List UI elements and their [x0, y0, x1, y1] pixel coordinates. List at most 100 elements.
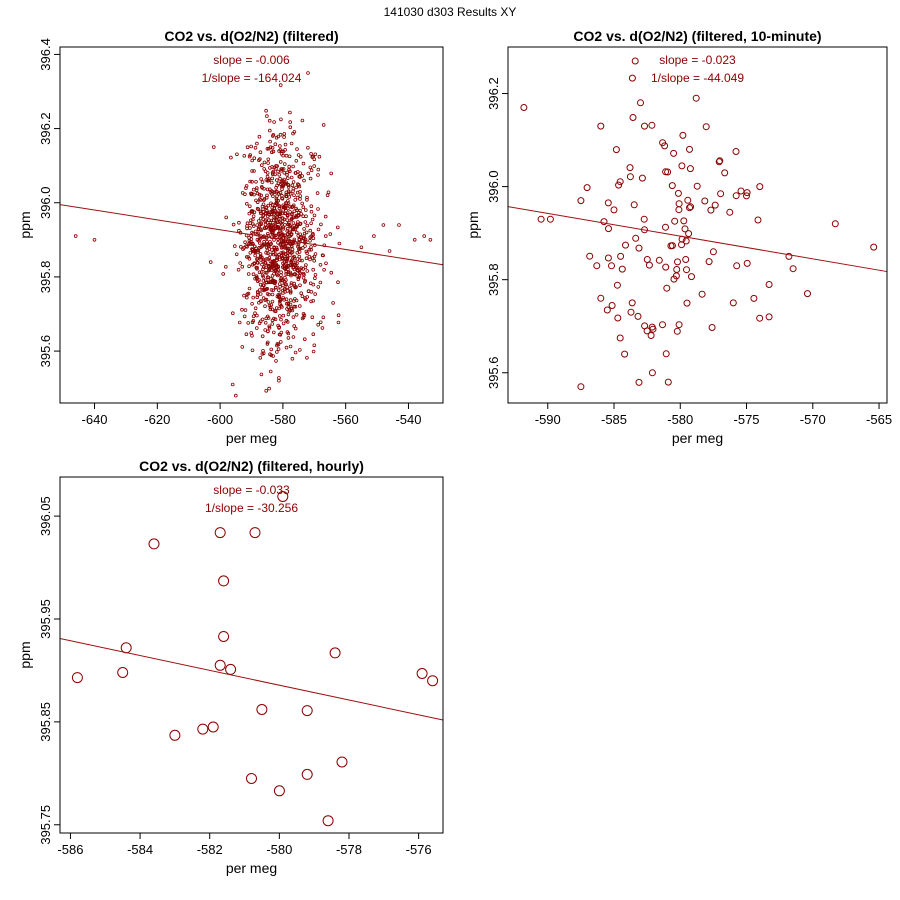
- data-point: [256, 207, 261, 212]
- data-point: [288, 270, 293, 275]
- data-point: [289, 283, 294, 287]
- panel-filtered: CO2 vs. d(O2/N2) (filtered) slope = -0.0…: [17, 28, 444, 446]
- data-point: [263, 169, 268, 174]
- data-point: [265, 342, 270, 346]
- data-point: [292, 193, 296, 198]
- data-point: [276, 347, 281, 351]
- data-point: [252, 261, 257, 266]
- data-point: [294, 185, 298, 190]
- data-point: [294, 206, 298, 211]
- x-tick-label: -570: [800, 412, 826, 427]
- data-point: [286, 301, 291, 306]
- data-point: [295, 224, 299, 229]
- data-point: [254, 186, 259, 190]
- data-point: [600, 218, 608, 226]
- data-point: [303, 244, 307, 248]
- data-point: [251, 224, 256, 228]
- data-point: [263, 222, 268, 227]
- data-point: [247, 286, 252, 291]
- data-point: [316, 285, 321, 289]
- data-point: [279, 234, 283, 238]
- data-point: [262, 160, 267, 165]
- data-point: [698, 290, 706, 298]
- data-point: [197, 723, 209, 735]
- data-points: [73, 71, 433, 398]
- data-point: [318, 320, 323, 325]
- data-point: [645, 261, 653, 269]
- data-point: [604, 199, 612, 207]
- data-point: [284, 241, 289, 246]
- data-point: [254, 188, 259, 193]
- data-point: [662, 263, 670, 271]
- x-axis-label: per meg: [672, 430, 723, 446]
- data-point: [288, 286, 292, 291]
- data-point: [92, 238, 97, 242]
- data-point: [323, 214, 328, 219]
- data-point: [245, 224, 249, 228]
- data-point: [283, 148, 287, 152]
- data-point: [681, 225, 689, 233]
- data-point: [248, 204, 252, 209]
- data-point: [337, 241, 342, 246]
- data-point: [274, 258, 279, 263]
- data-point: [659, 321, 666, 329]
- data-point: [304, 263, 308, 267]
- data-point: [732, 148, 740, 155]
- data-point: [707, 206, 715, 214]
- data-point: [275, 211, 279, 216]
- data-point: [308, 165, 313, 170]
- data-point: [284, 272, 288, 276]
- data-point: [715, 158, 723, 166]
- x-tick-label: -640: [82, 412, 108, 427]
- data-point: [250, 348, 255, 353]
- data-point: [265, 187, 270, 192]
- data-point: [304, 214, 308, 219]
- data-point: [260, 180, 265, 184]
- data-point: [248, 226, 252, 230]
- data-point: [238, 261, 243, 265]
- data-point: [316, 322, 321, 327]
- data-point: [303, 208, 308, 212]
- data-point: [285, 218, 290, 222]
- data-point: [270, 171, 275, 175]
- data-point: [253, 229, 258, 234]
- chart-title: CO2 vs. d(O2/N2) (filtered, hourly): [139, 458, 364, 474]
- data-point: [274, 350, 279, 354]
- data-point: [255, 279, 260, 284]
- data-point: [597, 294, 605, 302]
- data-point: [674, 189, 682, 197]
- data-point: [301, 161, 306, 166]
- data-point: [756, 314, 764, 322]
- data-point: [286, 272, 291, 277]
- data-point: [251, 295, 256, 300]
- data-point: [281, 153, 285, 158]
- data-point: [274, 178, 279, 182]
- data-point: [329, 171, 334, 176]
- data-point: [282, 135, 286, 139]
- data-point: [257, 288, 262, 292]
- slope-annotation: slope = -0.033: [213, 483, 290, 497]
- data-point: [277, 204, 282, 209]
- data-point: [271, 252, 276, 257]
- data-point: [277, 491, 289, 502]
- data-point: [321, 123, 326, 127]
- slope-annotation: slope = -0.006: [213, 53, 290, 67]
- data-point: [301, 267, 306, 271]
- data-point: [381, 223, 386, 227]
- data-point: [276, 181, 281, 186]
- data-point: [306, 171, 311, 176]
- data-point: [282, 205, 287, 210]
- data-point: [643, 327, 651, 335]
- data-point: [276, 225, 281, 230]
- data-point: [312, 213, 317, 218]
- data-point: [279, 231, 284, 235]
- data-point: [307, 247, 312, 252]
- data-point: [693, 182, 701, 190]
- data-point: [266, 157, 271, 162]
- y-tick-label: 396.2: [38, 112, 53, 145]
- data-point: [248, 153, 253, 157]
- data-point: [593, 262, 601, 270]
- data-point: [277, 306, 281, 311]
- data-point: [254, 274, 259, 279]
- data-point: [224, 264, 228, 269]
